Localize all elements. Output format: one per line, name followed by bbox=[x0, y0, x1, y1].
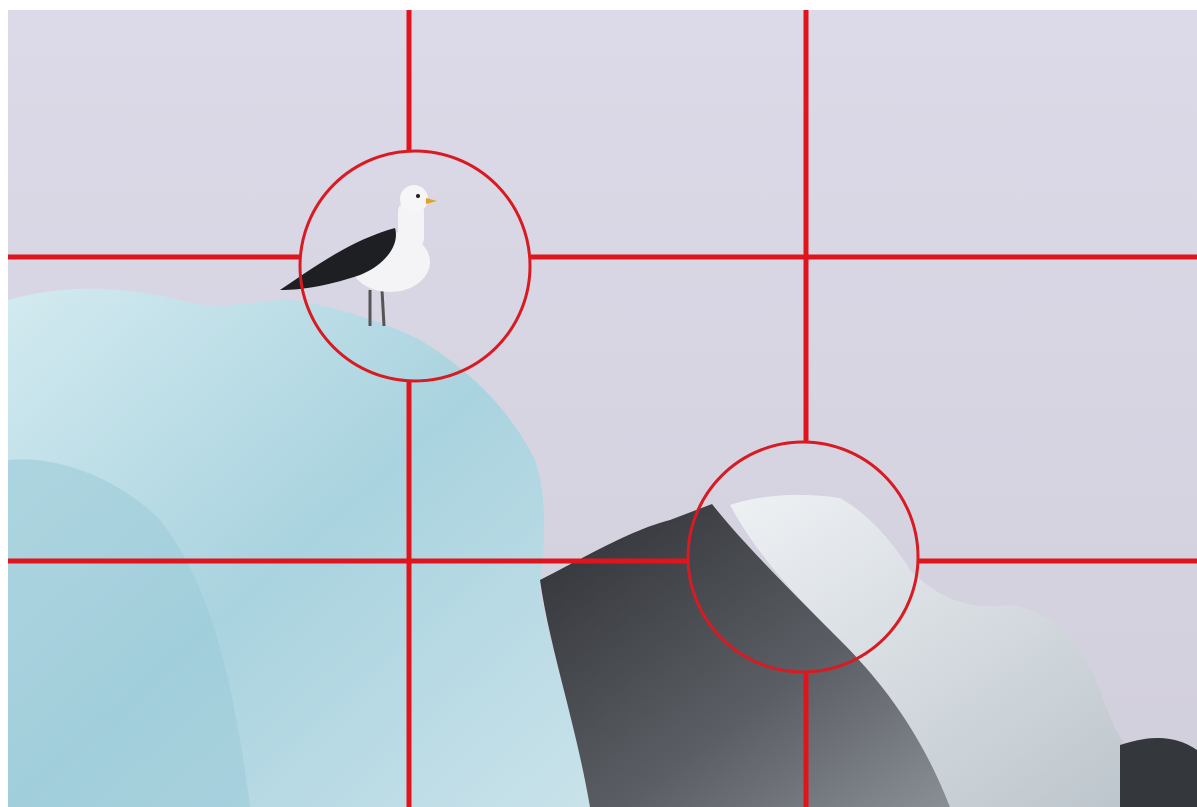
dark-rock-right bbox=[1120, 738, 1197, 807]
photo bbox=[8, 10, 1197, 807]
photo-with-grid bbox=[0, 0, 1197, 807]
page: (() => { const data = JSON.parse(documen… bbox=[0, 0, 1197, 807]
